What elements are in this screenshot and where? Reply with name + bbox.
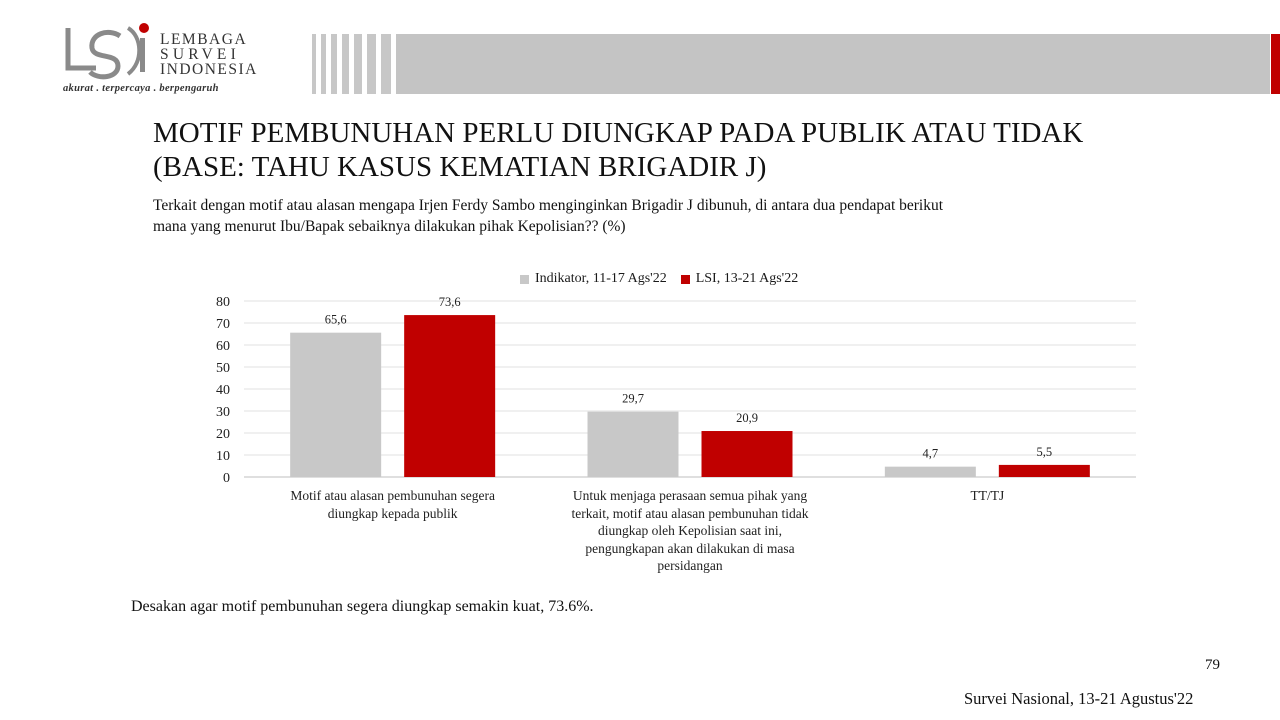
bar (587, 411, 679, 477)
survey-question-line: Terkait dengan motif atau alasan mengapa… (153, 197, 944, 214)
bar (884, 466, 976, 477)
logo-name-line: LEMBAGA (160, 31, 248, 48)
y-tick-label: 40 (216, 383, 230, 398)
lsi-logo: LEMBAGA SURVEI INDONESIA akurat . terper… (62, 22, 272, 98)
legend-swatch (680, 274, 690, 284)
x-tick-label-line: terkait, motif atau alasan pembunuhan ti… (571, 505, 809, 521)
slide-title-line: (BASE: TAHU KASUS KEMATIAN BRIGADIR J) (153, 151, 767, 183)
y-tick-label: 60 (216, 339, 230, 354)
header-stripe (321, 34, 326, 94)
y-tick-label: 70 (216, 317, 230, 332)
x-tick-label-line: diungkap oleh Kepolisian saat ini, (597, 523, 783, 538)
x-tick-label: Motif atau alasan pembunuhan segera diung… (243, 487, 543, 522)
legend-item-indikator: Indikator, 11-17 Ags'22 (520, 271, 667, 287)
x-tick-label-line: persidangan (657, 558, 723, 573)
x-tick-label-line: Motif atau alasan pembunuhan segera (290, 488, 495, 503)
bar-chart: Indikator, 11-17 Ags'22 LSI, 13-21 Ags'2… (200, 262, 1160, 592)
data-label: 29,7 (622, 392, 644, 406)
logo-name: LEMBAGA SURVEI INDONESIA (160, 31, 258, 78)
data-label: 5,5 (1037, 445, 1053, 459)
x-tick-label-line: Untuk menjaga perasaan semua pihak yang (572, 488, 808, 503)
legend-label: LSI, 13-21 Ags'22 (695, 271, 799, 286)
summary-text: Desakan agar motif pembunuhan segera diu… (131, 598, 594, 615)
x-tick-label-line: pengungkapan akan dilakukan di masa (585, 540, 795, 556)
header-stripe (331, 34, 337, 94)
legend-item-lsi: LSI, 13-21 Ags'22 (680, 271, 799, 287)
y-tick-label: 20 (216, 427, 230, 442)
page-number: 79 (1205, 657, 1220, 673)
chart-plot: 0 10 20 30 40 50 60 70 80 65,6 73,6 29,7 20,9 4,7 5,5 (216, 295, 1136, 486)
bar (701, 431, 793, 477)
survey-name: Survei Nasional, 13-21 Agustus'22 (964, 689, 1194, 708)
data-label: 20,9 (736, 411, 758, 425)
chart-legend: Indikator, 11-17 Ags'22 LSI, 13-21 Ags'2… (520, 270, 798, 288)
y-tick-label: 50 (216, 361, 230, 376)
y-tick-label: 80 (216, 295, 230, 310)
header-band (310, 34, 1270, 94)
data-label: 73,6 (439, 295, 461, 309)
header-stripe (354, 34, 362, 94)
slide-title-line: MOTIF PEMBUNUHAN PERLU DIUNGKAP PADA PUB… (153, 117, 1084, 149)
header-stripe (367, 34, 376, 94)
header-stripe (312, 34, 316, 94)
header-band-fill (396, 34, 1270, 94)
bar (998, 464, 1090, 477)
slide-title: MOTIF PEMBUNUHAN PERLU DIUNGKAP PADA PUB… (153, 116, 1233, 184)
y-tick-label: 30 (216, 405, 230, 420)
data-label: 4,7 (923, 447, 939, 461)
x-tick-label: Untuk menjaga perasaan semua pihak yang t… (540, 487, 840, 575)
logo-tagline: akurat . terpercaya . berpengaruh (63, 83, 219, 94)
y-tick-label: 10 (216, 449, 230, 464)
x-tick-label: TT/TJ (837, 487, 1137, 505)
survey-question-line: mana yang menurut Ibu/Bapak sebaiknya di… (153, 218, 626, 235)
survey-question: Terkait dengan motif atau alasan mengapa… (153, 195, 1133, 237)
data-label: 65,6 (325, 313, 347, 327)
y-tick-label: 0 (223, 471, 230, 486)
header-stripe (381, 34, 391, 94)
legend-label: Indikator, 11-17 Ags'22 (535, 271, 667, 286)
logo-name-line: SURVEI (160, 46, 240, 63)
x-tick-label-line: TT/TJ (970, 488, 1005, 503)
bar (290, 332, 382, 477)
accent-red-bar (1271, 34, 1280, 94)
header-stripe (342, 34, 349, 94)
legend-swatch (520, 274, 529, 284)
x-tick-label-line: diungkap kepada publik (327, 505, 458, 521)
lsi-logo-mark-icon (65, 23, 149, 80)
bar (404, 315, 496, 477)
logo-name-line: INDONESIA (160, 61, 258, 78)
